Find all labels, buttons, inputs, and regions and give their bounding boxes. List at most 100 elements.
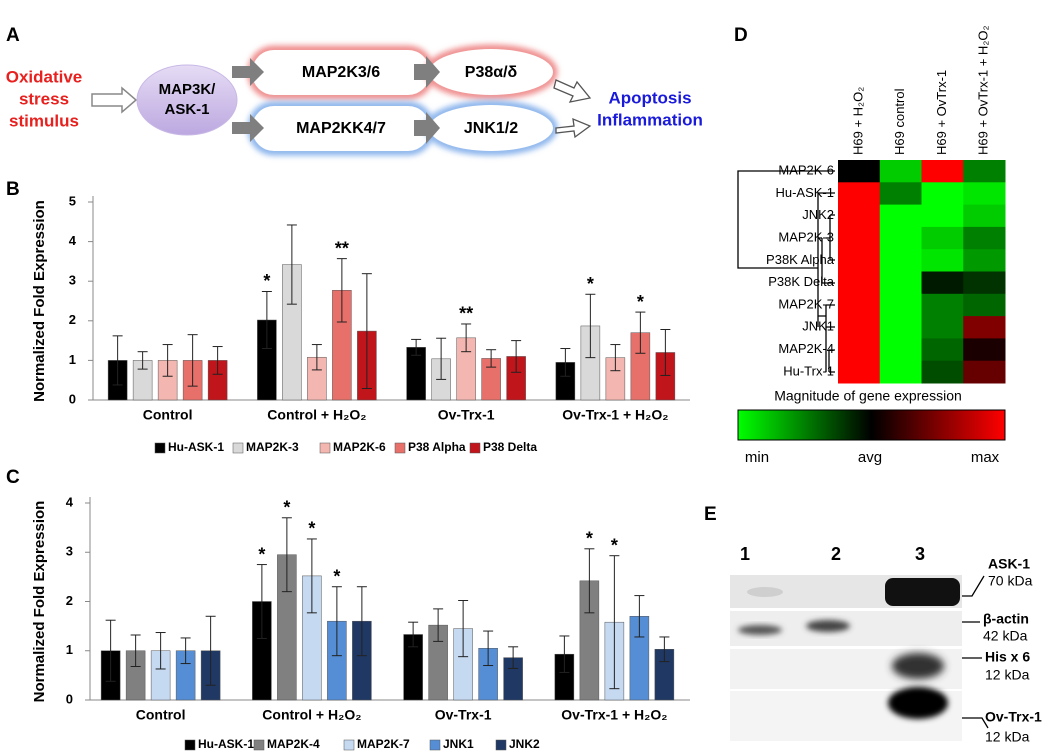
- heatmap-cell: [963, 160, 1006, 183]
- x-tick-label: Ov-Trx-1: [438, 407, 495, 423]
- legend-swatch: [232, 442, 244, 454]
- arrows: [232, 56, 440, 144]
- band-name: ASK-1: [988, 556, 1030, 572]
- x-tick-label: Control: [136, 707, 186, 723]
- column-label: H69 control: [892, 88, 907, 155]
- panel-letter: D: [734, 25, 748, 46]
- significance: *: [587, 274, 594, 294]
- heatmap-cell: [879, 226, 922, 250]
- heatmap-cell: [838, 226, 881, 250]
- node-label: ASK-1: [164, 101, 209, 118]
- x-tick-label: Control + H₂O₂: [262, 707, 361, 723]
- row-label: JNK2: [802, 207, 834, 222]
- significance: *: [333, 566, 340, 586]
- heatmap-cell: [838, 204, 881, 228]
- significance: *: [263, 271, 270, 291]
- y-tick-label: 3: [69, 273, 76, 288]
- row-label: JNK1: [802, 319, 834, 334]
- x-tick-label: Ov-Trx-1 + H₂O₂: [561, 707, 667, 723]
- legend-label: Hu-ASK-1: [168, 440, 224, 454]
- heatmap-cell: [879, 271, 922, 295]
- legend-label: JNK1: [443, 737, 474, 751]
- legend-label: MAP2K-4: [267, 737, 320, 751]
- heatmap-cell: [921, 204, 964, 228]
- blot-band: [892, 653, 944, 679]
- dendrogram: [737, 170, 835, 373]
- blot-band: [806, 620, 850, 632]
- panel-letter: C: [6, 467, 20, 488]
- heatmap-cell: [879, 360, 922, 384]
- node-label: MAP2K3/6: [302, 64, 380, 81]
- node: [252, 106, 430, 151]
- heatmap-cell: [879, 249, 922, 272]
- node-label: MAP3K/: [159, 81, 217, 98]
- blot-band: [738, 625, 782, 635]
- significance: *: [586, 529, 593, 549]
- y-tick-label: 4: [66, 494, 74, 509]
- legend-label: MAP2K-3: [246, 440, 299, 454]
- band-size: 12 kDa: [985, 729, 1030, 745]
- x-tick-label: Control + H₂O₂: [267, 407, 366, 423]
- heatmap-cell: [879, 160, 922, 183]
- heatmap-cell: [879, 316, 922, 339]
- legend-swatch: [319, 442, 331, 454]
- heatmap-cell: [879, 338, 922, 362]
- heatmap-cell: [963, 360, 1006, 384]
- blot-band: [747, 587, 783, 597]
- colorbar-label: min: [745, 449, 769, 466]
- heatmap-cell: [921, 293, 964, 317]
- node-label: P38α/δ: [465, 64, 518, 81]
- heatmap-cell: [921, 226, 964, 250]
- heatmap-cell: [838, 160, 881, 183]
- colorbar-title: Magnitude of gene expression: [774, 388, 962, 404]
- heatmap-cell: [921, 182, 964, 206]
- y-tick-label: 1: [69, 352, 76, 367]
- heatmap-cell: [921, 249, 964, 272]
- legend-label: Hu-ASK-1: [198, 737, 254, 751]
- heatmap-cell: [963, 316, 1006, 339]
- arrow: [553, 79, 592, 103]
- legend-label: P38 Delta: [483, 440, 537, 454]
- column-label: H69 + OvTrx-1: [934, 70, 949, 155]
- node: [136, 64, 238, 136]
- heatmap-cell: [838, 271, 881, 295]
- row-label: MAP2K-7: [778, 296, 834, 311]
- legend-swatch: [429, 739, 441, 751]
- node: [429, 105, 553, 151]
- y-axis-label: Normalized Fold Expression: [31, 501, 48, 703]
- blot-band: [885, 578, 960, 606]
- row-label: MAP2K-3: [778, 229, 834, 244]
- legend-swatch: [469, 442, 481, 454]
- heatmap-cell: [879, 182, 922, 206]
- panel-letter: A: [6, 25, 20, 46]
- y-tick-label: 2: [66, 593, 73, 608]
- significance: **: [335, 238, 349, 258]
- legend-swatch: [253, 739, 265, 751]
- x-tick-label: Ov-Trx-1 + H₂O₂: [562, 407, 668, 423]
- heatmap-cell: [921, 271, 964, 295]
- y-tick-label: 4: [69, 233, 77, 248]
- blot-band: [888, 687, 948, 719]
- heatmap-cell: [963, 293, 1006, 317]
- heatmap-cell: [921, 316, 964, 339]
- y-tick-label: 2: [69, 312, 76, 327]
- colorbar: [737, 409, 1006, 441]
- y-tick-label: 3: [66, 544, 73, 559]
- band-size: 42 kDa: [983, 628, 1028, 644]
- stimulus-text: Oxidative: [6, 67, 83, 86]
- heatmap-cell: [921, 160, 964, 183]
- lane-label: 1: [740, 544, 750, 564]
- heatmap-cell: [963, 271, 1006, 295]
- y-tick-label: 0: [69, 391, 76, 406]
- stimulus-text: stress: [19, 89, 69, 108]
- heatmap-cell: [838, 338, 881, 362]
- y-axis-label: Normalized Fold Expression: [31, 200, 48, 402]
- western-blot: [730, 575, 989, 741]
- x-tick-label: Ov-Trx-1: [435, 707, 492, 723]
- legend-swatch: [154, 442, 166, 454]
- heatmap-cell: [921, 360, 964, 384]
- significance: *: [637, 292, 644, 312]
- arrow: [91, 86, 138, 114]
- band-name: His x 6: [985, 649, 1030, 665]
